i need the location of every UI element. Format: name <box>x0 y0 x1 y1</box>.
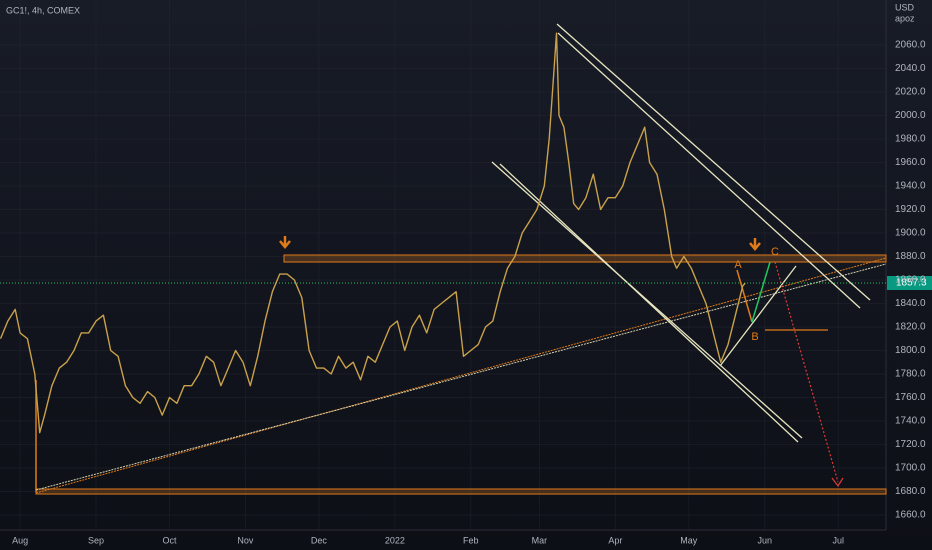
wave-line <box>736 269 753 323</box>
channel-line <box>556 23 871 301</box>
y-tick-label: 1700.0 <box>895 463 926 474</box>
channel-line <box>557 32 861 309</box>
y-tick-label: 2020.0 <box>895 87 926 98</box>
last-price-badge <box>887 276 932 290</box>
chart-title: GC1!, 4h, COMEX <box>6 5 80 15</box>
x-tick-label: Mar <box>532 535 548 545</box>
drawings <box>0 23 887 495</box>
channel-line <box>499 163 799 443</box>
x-tick-label: May <box>680 535 698 545</box>
down-arrow <box>749 238 761 251</box>
y-tick-label: 1860.0 <box>895 275 926 286</box>
y-tick-label: 1760.0 <box>895 392 926 403</box>
x-tick-label: 2022 <box>385 535 405 545</box>
last-price-label: 1857.3 <box>896 278 927 289</box>
y-tick-label: 2060.0 <box>895 40 926 51</box>
y-tick-label: 1920.0 <box>895 204 926 215</box>
x-tick-label: Aug <box>12 535 28 545</box>
x-tick-label: Oct <box>163 535 178 545</box>
y-tick-label: 1900.0 <box>895 228 926 239</box>
channel-line <box>491 161 803 439</box>
y-tick-label: 1880.0 <box>895 251 926 262</box>
y-tick-label: 1980.0 <box>895 134 926 145</box>
wave-line <box>751 261 771 323</box>
x-tick-label: Sep <box>88 535 104 545</box>
x-tick-label: Jun <box>757 535 772 545</box>
wave-label: A <box>734 259 742 271</box>
wave-label: B <box>751 331 758 343</box>
y-tick-label: 1940.0 <box>895 181 926 192</box>
y-tick-label: 1720.0 <box>895 439 926 450</box>
resistance-zone <box>283 254 887 263</box>
y-tick-label: 1840.0 <box>895 298 926 309</box>
x-tick-label: Feb <box>463 535 479 545</box>
x-tick-label: Apr <box>608 535 622 545</box>
y-tick-label: 1680.0 <box>895 486 926 497</box>
trendline <box>35 263 887 491</box>
support-zone <box>35 488 887 495</box>
grid <box>0 0 886 530</box>
wave-label: C <box>771 246 779 258</box>
y-tick-label: 1740.0 <box>895 416 926 427</box>
down-arrow <box>279 236 291 249</box>
price-line <box>0 32 746 434</box>
y-tick-label: 1660.0 <box>895 510 926 521</box>
x-tick-label: Nov <box>237 535 254 545</box>
arrow-head <box>831 477 844 488</box>
y-tick-label: 2000.0 <box>895 110 926 121</box>
y-unit: USD <box>895 2 915 12</box>
y-tick-label: 1820.0 <box>895 322 926 333</box>
y-tick-label: 1780.0 <box>895 369 926 380</box>
y-tick-label: 1960.0 <box>895 157 926 168</box>
y-unit-sub: apoz <box>895 13 915 23</box>
y-tick-label: 1800.0 <box>895 345 926 356</box>
x-tick-label: Dec <box>311 535 328 545</box>
x-tick-label: Jul <box>832 535 844 545</box>
y-tick-label: 2040.0 <box>895 63 926 74</box>
